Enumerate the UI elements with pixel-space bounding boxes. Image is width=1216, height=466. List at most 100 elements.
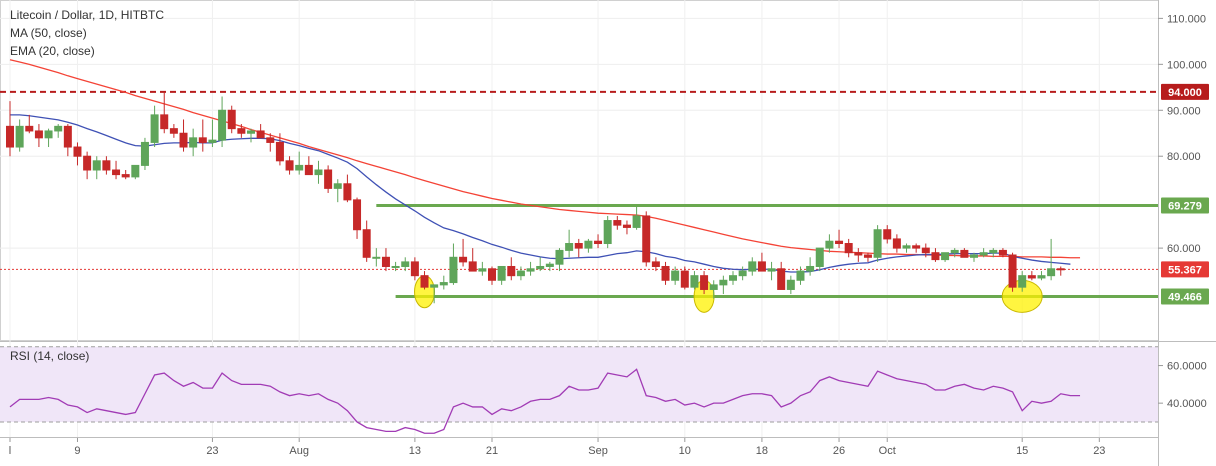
candle-body xyxy=(295,164,304,171)
candle-body xyxy=(15,125,24,148)
candle-body xyxy=(979,252,988,256)
candle-body xyxy=(1008,254,1017,288)
candle-body xyxy=(497,265,506,281)
price-tick-label: 90.000 xyxy=(1167,105,1201,117)
chart-title: Litecoin / Dollar, 1D, HITBTC xyxy=(10,8,165,22)
candle-body xyxy=(912,245,921,249)
level-label: 55.367 xyxy=(1168,264,1202,276)
candle-body xyxy=(516,270,525,277)
candle-body xyxy=(391,265,400,268)
level-label: 69.279 xyxy=(1168,200,1202,212)
candle-body xyxy=(729,275,737,281)
candle-body xyxy=(430,284,439,288)
ma-legend: MA (50, close) xyxy=(10,26,87,40)
candle-body xyxy=(719,279,728,286)
time-tick-label: 23 xyxy=(1093,445,1105,457)
level-label: 49.466 xyxy=(1168,292,1202,304)
candle-body xyxy=(651,261,660,267)
candle-body xyxy=(883,229,892,240)
candle-body xyxy=(854,252,863,256)
candle-body xyxy=(545,263,554,267)
time-tick-label: 18 xyxy=(756,445,768,457)
candle-body xyxy=(998,249,1007,256)
candle-body xyxy=(632,215,641,228)
candle-body xyxy=(478,268,487,272)
candle-body xyxy=(584,240,593,249)
candle-body xyxy=(507,265,516,277)
level-label-box xyxy=(1161,197,1209,214)
candle-body xyxy=(757,261,766,272)
candle-body xyxy=(777,268,786,290)
price-axis: 110.000 100.000 90.000 80.000 60.000 94.000 69… xyxy=(1158,13,1209,305)
candle-body xyxy=(738,270,747,277)
candle-body xyxy=(314,169,323,176)
candle-body xyxy=(381,256,390,267)
time-tick-label: 26 xyxy=(833,445,845,457)
candle-body xyxy=(343,183,352,201)
candle-body xyxy=(208,139,217,143)
candle-body xyxy=(44,130,53,139)
candle-body xyxy=(1037,275,1046,279)
candle-body xyxy=(1018,275,1027,288)
candle-body xyxy=(102,160,111,171)
candle-body xyxy=(748,261,757,272)
time-tick-label: l xyxy=(9,445,11,457)
candle-body xyxy=(555,249,564,265)
rsi-tick-label: 40.0000 xyxy=(1167,398,1207,410)
time-tick-label: 21 xyxy=(486,445,498,457)
candle-body xyxy=(73,146,82,157)
candle-body xyxy=(160,114,169,130)
candle-body xyxy=(150,114,159,143)
candle-body xyxy=(825,240,834,249)
price-tick-label: 100.000 xyxy=(1167,59,1207,71)
price-tick-label: 110.000 xyxy=(1167,13,1206,25)
candle-body xyxy=(112,169,121,176)
candle-body xyxy=(786,279,795,290)
ma-50-line xyxy=(9,59,1081,259)
candle-body xyxy=(266,137,275,143)
candle-body xyxy=(931,252,940,261)
candle-body xyxy=(892,238,901,249)
candle-body xyxy=(941,252,950,261)
candle-body xyxy=(526,268,535,272)
candlestick-series xyxy=(6,91,1065,304)
candle-body xyxy=(1056,268,1065,271)
candle-body xyxy=(324,169,333,189)
candle-body xyxy=(690,275,699,288)
rsi-legend: RSI (14, close) xyxy=(10,349,90,363)
candle-body xyxy=(960,249,969,258)
candle-body xyxy=(189,137,198,148)
candle-body xyxy=(333,183,342,189)
candle-body xyxy=(459,256,468,263)
level-label-box xyxy=(1161,288,1209,305)
candle-body xyxy=(613,220,622,226)
candle-body xyxy=(796,270,805,281)
rsi-line xyxy=(9,368,1081,434)
time-tick-label: Oct xyxy=(879,445,896,457)
candle-body xyxy=(218,109,227,141)
candle-body xyxy=(227,109,236,130)
candle-body xyxy=(353,199,362,231)
price-pane-border xyxy=(0,0,1159,341)
candle-body xyxy=(873,229,882,258)
price-tick-label: 80.000 xyxy=(1167,151,1201,163)
candle-body xyxy=(835,240,844,245)
candle-body xyxy=(488,268,496,281)
candle-body xyxy=(622,224,631,228)
price-levels xyxy=(0,90,1158,299)
candle-body xyxy=(767,268,776,272)
candle-body xyxy=(950,249,959,254)
candle-body xyxy=(6,125,14,148)
highlight-ellipses xyxy=(414,275,1043,313)
candle-body xyxy=(970,254,978,258)
time-tick-label: 15 xyxy=(1016,445,1028,457)
candle-body xyxy=(603,220,612,245)
candle-body xyxy=(92,160,101,171)
candle-body xyxy=(169,128,178,134)
candle-body xyxy=(806,265,815,272)
candle-body xyxy=(410,261,419,277)
candle-body xyxy=(1027,275,1036,279)
candle-body xyxy=(131,164,140,178)
candle-body xyxy=(700,275,709,290)
